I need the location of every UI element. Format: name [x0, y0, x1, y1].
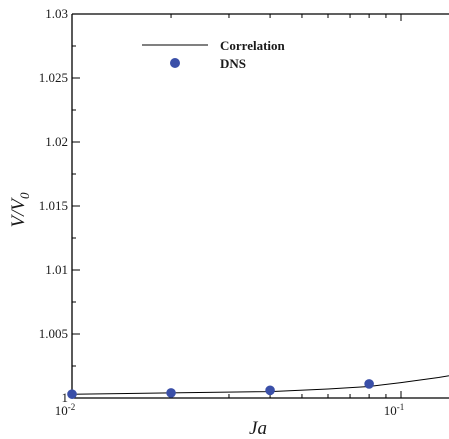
y-tick-label: 1.025: [39, 70, 68, 85]
series-layer: [67, 375, 449, 399]
legend-label-dns: DNS: [220, 56, 246, 71]
x-axis-title: Ja: [249, 418, 267, 439]
y-axis-title-main: V/V: [8, 197, 29, 228]
y-tick-label: 1.01: [45, 262, 68, 277]
y-tick-label: 1.02: [45, 134, 68, 149]
y-axis-title-sub: 0: [17, 192, 32, 199]
dns-point: [265, 385, 275, 396]
y-tick-label: 1: [62, 390, 69, 405]
x-tick-label: 10-1: [384, 402, 405, 418]
dns-point: [67, 389, 77, 399]
y-tick-label: 1.03: [45, 6, 68, 21]
x-tick-label: 10-2: [55, 402, 76, 418]
correlation-line: [71, 375, 449, 395]
legend: Correlation DNS: [142, 38, 286, 71]
x-ticks: 10-210-1100: [55, 14, 405, 418]
y-ticks: 1 1.005 1.01 1.015 1.02 1.025 1.03: [39, 6, 80, 405]
dns-point: [166, 388, 176, 398]
y-tick-label: 1.005: [39, 326, 68, 341]
legend-label-correlation: Correlation: [220, 38, 286, 53]
y-tick-label: 1.015: [39, 198, 68, 213]
y-axis-title: V/V0: [8, 192, 32, 228]
legend-dot-marker: [170, 58, 180, 68]
svg-text:V/V0: V/V0: [8, 192, 32, 228]
dns-point: [364, 379, 374, 389]
